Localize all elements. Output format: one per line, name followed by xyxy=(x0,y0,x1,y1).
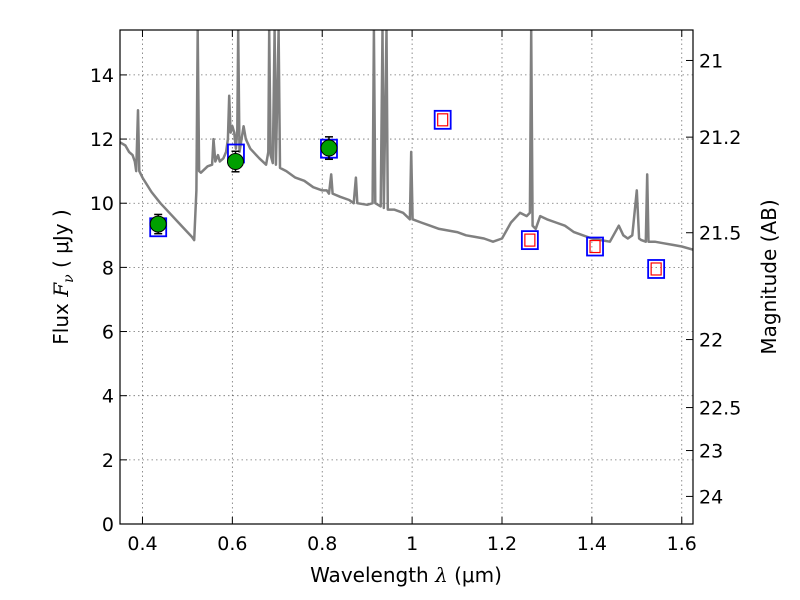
y2-tick-label: 23 xyxy=(699,441,723,463)
x-tick-label: 0.4 xyxy=(127,533,157,555)
y-axis-title: Flux Fν ( μJy ) xyxy=(49,209,77,344)
spectrum-line xyxy=(120,30,693,251)
x-axis-title: Wavelength λ (μm) xyxy=(310,563,502,587)
x-tick-label: 1.2 xyxy=(487,533,517,555)
x-tick-label: 1.6 xyxy=(667,533,697,555)
upper-limit-point xyxy=(524,233,536,247)
upper-limit-point xyxy=(437,113,449,127)
model-square-point xyxy=(433,109,452,130)
y-tick-label: 8 xyxy=(102,257,114,279)
y-tick-label: 4 xyxy=(102,386,114,408)
x-tick-label: 0.6 xyxy=(217,533,247,555)
upper-limit-point xyxy=(589,239,601,254)
model-square-point xyxy=(520,230,539,251)
y-tick-label: 2 xyxy=(102,450,114,472)
x-tick-label: 1 xyxy=(406,533,418,555)
measured-flux-point xyxy=(320,139,338,157)
x-tick-label: 0.8 xyxy=(307,533,337,555)
model-square-point xyxy=(586,236,604,257)
y-tick-label: 12 xyxy=(90,129,114,151)
y2-tick-label: 22 xyxy=(699,330,723,352)
y2-tick-label: 22.5 xyxy=(699,398,741,420)
y-tick-label: 10 xyxy=(90,193,114,215)
y-tick-label: 6 xyxy=(102,322,114,344)
plot-data-clipped xyxy=(120,30,693,279)
y2-tick-label: 24 xyxy=(699,486,723,508)
model-square-point xyxy=(647,259,666,279)
grid xyxy=(120,30,693,525)
axis-ticks: 0.4 0.6 0.8 1 1.2 1.4 1.6024681012142121.221.5… xyxy=(90,30,741,555)
y2-tick-label: 21.5 xyxy=(699,223,741,245)
y2-tick-label: 21 xyxy=(699,50,723,72)
y-tick-label: 0 xyxy=(102,514,114,536)
upper-limit-point xyxy=(650,262,662,276)
y2-axis-title: Magnitude (AB) xyxy=(757,199,781,354)
plot-data xyxy=(120,30,693,279)
y2-tick-label: 21.2 xyxy=(699,127,741,149)
measured-flux-point xyxy=(226,153,244,171)
plot-frame xyxy=(119,29,694,525)
y-tick-label: 14 xyxy=(90,65,114,87)
measured-flux-point xyxy=(149,215,167,233)
x-tick-label: 1.4 xyxy=(577,533,607,555)
